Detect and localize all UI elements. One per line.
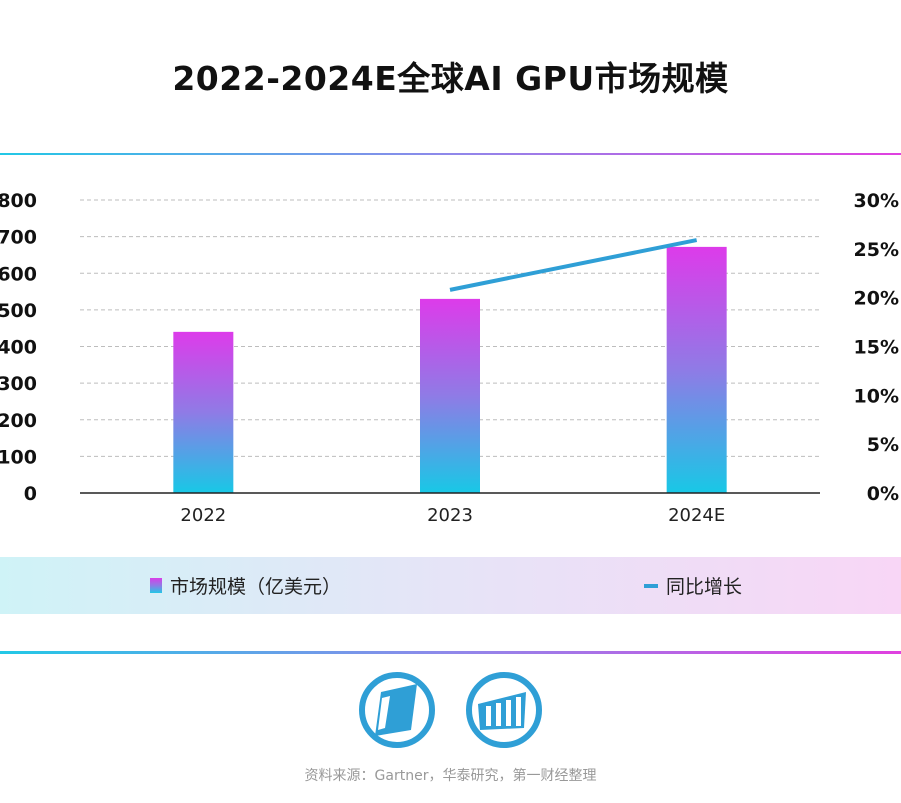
legend-item-line: 同比增长 [644,557,742,614]
legend-item-bar: 市场规模（亿美元） [150,557,341,614]
chart-area: 0 100 200 300 400 500 600 700 800 0% 5% 10% 15% 20% 2… [0,190,899,526]
left-tick-label: 400 [0,337,37,359]
bar-2024E [666,246,727,493]
left-tick-label: 100 [0,446,37,468]
right-axis-ticks: 0% 5% 10% 15% 20% 25% 30% [854,190,899,505]
legend: 市场规模（亿美元） 同比增长 [0,557,901,614]
left-axis-ticks: 0 100 200 300 400 500 600 700 800 [0,190,37,505]
x-tick-label: 2023 [427,505,473,526]
right-tick-label: 10% [854,385,899,407]
left-tick-label: 300 [0,373,37,395]
line-swatch-icon [644,583,658,588]
left-tick-label: 700 [0,227,37,249]
bar-swatch-icon [150,578,162,593]
right-tick-label: 20% [854,288,899,310]
x-axis-ticks: 2022 2023 2024E [180,505,725,526]
left-tick-label: 0 [24,483,37,505]
left-tick-label: 200 [0,410,37,432]
bars [173,246,727,493]
left-tick-label: 800 [0,190,37,212]
x-tick-label: 2022 [180,505,226,526]
growth-line [449,238,698,292]
source-note: 资料来源：Gartner，华泰研究，第一财经整理 [304,768,597,784]
right-tick-label: 15% [854,337,899,359]
bar-2022 [173,331,234,493]
book-logo-icon [359,672,435,748]
top-divider [0,153,901,155]
right-tick-label: 5% [867,434,899,456]
bottom-divider [0,651,901,654]
legend-bar-label: 市场规模（亿美元） [170,576,342,598]
bars-logo-icon [466,672,542,748]
growth-line-path [449,238,698,292]
bar-2023 [420,298,480,493]
left-tick-label: 600 [0,263,37,285]
right-tick-label: 0% [867,483,899,505]
legend-line-label: 同比增长 [666,576,743,598]
right-tick-label: 25% [854,239,899,261]
left-tick-label: 500 [0,300,37,322]
right-tick-label: 30% [854,190,899,212]
chart-title: 2022-2024E全球AI GPU市场规模 [172,59,729,98]
x-tick-label: 2024E [668,505,725,526]
